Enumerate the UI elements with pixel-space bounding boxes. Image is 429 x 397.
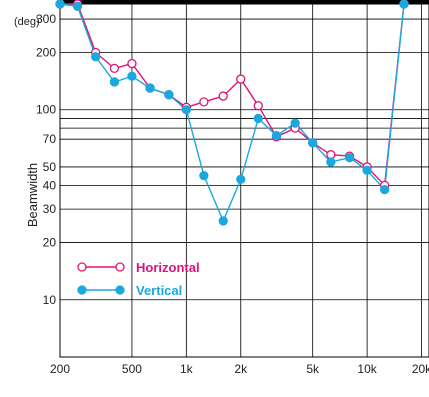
data-point-vertical — [109, 77, 120, 87]
data-point-vertical — [308, 138, 318, 148]
data-point-vertical — [236, 174, 246, 185]
data-point-horizontal — [199, 97, 209, 107]
y-tick-labels: 10 20 30 40 50 70 100 200 300 — [36, 12, 56, 307]
plot-frame — [59, 3, 429, 358]
legend-marker — [115, 262, 125, 272]
x-tick-labels: 200 500 1k 2k 5k 10k 20k — [50, 362, 429, 376]
x-tick-label: 1k — [180, 362, 194, 376]
data-point-vertical — [72, 1, 83, 11]
y-unit-label: (deg) — [14, 16, 40, 28]
data-point-horizontal — [109, 63, 120, 74]
data-point-vertical — [399, 0, 409, 9]
y-tick-label: 20 — [43, 236, 57, 250]
legend-marker — [77, 285, 87, 295]
data-point-vertical — [379, 184, 390, 195]
y-tick-label: 40 — [43, 178, 57, 192]
x-tick-label: 500 — [122, 362, 142, 376]
y-axis-label: Beamwidth — [25, 163, 40, 227]
x-tick-label: 200 — [50, 362, 70, 376]
y-tick-label: 50 — [43, 160, 57, 174]
data-point-vertical — [91, 52, 101, 62]
data-point-vertical — [218, 216, 228, 226]
series-layer — [55, 0, 409, 226]
data-point-horizontal — [127, 58, 137, 69]
x-tick-label: 10k — [357, 362, 377, 376]
data-point-horizontal — [236, 74, 246, 84]
legend-label-horizontal: Horizontal — [136, 260, 200, 275]
grid — [59, 4, 429, 357]
y-tick-label: 300 — [36, 12, 56, 26]
y-tick-label: 200 — [36, 46, 56, 60]
data-point-vertical — [164, 90, 174, 100]
legend-marker — [115, 285, 125, 295]
data-point-vertical — [271, 131, 282, 141]
x-tick-label: 20k — [412, 362, 429, 376]
data-point-vertical — [326, 157, 336, 167]
data-point-vertical — [344, 152, 355, 163]
data-point-vertical — [253, 113, 263, 124]
data-point-vertical — [145, 83, 155, 93]
legend: Horizontal Vertical — [77, 260, 200, 298]
y-tick-label: 30 — [43, 202, 57, 216]
data-point-horizontal — [253, 101, 263, 111]
legend-marker — [77, 262, 87, 272]
y-tick-label: 10 — [43, 293, 57, 307]
x-tick-label: 5k — [306, 362, 320, 376]
data-point-vertical — [181, 105, 191, 115]
data-point-vertical — [127, 71, 137, 81]
series-line-vertical — [59, 3, 405, 223]
y-tick-label: 100 — [36, 103, 56, 117]
data-point-vertical — [290, 118, 300, 128]
y-tick-label: 70 — [43, 132, 57, 146]
data-point-vertical — [362, 165, 372, 175]
data-point-horizontal — [218, 91, 228, 101]
x-tick-label: 2k — [234, 362, 248, 376]
data-point-vertical — [55, 0, 65, 9]
legend-label-vertical: Vertical — [136, 283, 182, 298]
top-dark-band — [60, 0, 429, 4]
data-point-vertical — [199, 170, 209, 181]
